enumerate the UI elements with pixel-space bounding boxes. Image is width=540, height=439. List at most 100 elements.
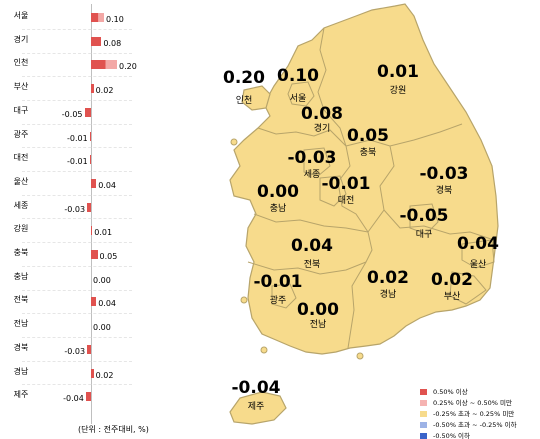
border-gyeonggi-gangwon: [317, 27, 347, 147]
map-region-name: 대전: [337, 196, 355, 206]
jeju-island: [229, 391, 287, 425]
legend-item: 0.50% 이상: [420, 387, 468, 397]
bar-region-label: 충남: [13, 271, 29, 281]
bar-region-label: 광주: [13, 129, 29, 139]
map-region-value: -0.03: [419, 164, 469, 184]
legend-swatch: [420, 422, 427, 428]
legend-item: 0.25% 이상 ~ 0.50% 미만: [420, 398, 512, 408]
bar-value-label: 0.10: [106, 15, 124, 24]
korea-map: [229, 3, 499, 425]
map-region-value: 0.08: [301, 104, 343, 124]
map-region-value: -0.01: [253, 272, 303, 292]
bar-region-label: 부산: [13, 82, 29, 92]
bar-region-label: 인천: [13, 58, 29, 68]
border-jeonbuk-south: [247, 261, 367, 275]
bar-row-divider: [22, 28, 132, 30]
bar-value-bar: [87, 344, 91, 354]
bar-value-bar: [87, 202, 91, 212]
bar-region-label: 경남: [13, 366, 29, 376]
map-region-value: 0.01: [377, 62, 419, 82]
bar-row-divider: [22, 147, 132, 149]
bar-region-label: 경기: [13, 34, 29, 44]
bar-region-label: 강원: [13, 224, 29, 234]
bar-region-label: 울산: [13, 176, 29, 186]
bar-region-label: 충북: [13, 248, 29, 257]
bar-value-label: -0.04: [63, 394, 84, 404]
map-region-value: -0.04: [231, 378, 281, 398]
map-region-name: 인천: [235, 96, 253, 106]
map-region-value: 0.04: [457, 234, 499, 254]
bar-value-label: 0.01: [94, 228, 113, 238]
bar-row-divider: [22, 289, 132, 291]
bar-row-divider: [22, 123, 132, 125]
map-panel: 0.20 인천 0.10 서울 0.01 강원 0.08 경기 0.05 충북 -0.03 세종 -0.…: [200, 0, 540, 439]
map-region-name: 경남: [379, 290, 397, 300]
map-region-value: 0.02: [367, 268, 409, 288]
map-region-name: 강원: [389, 86, 407, 96]
bar-value-label: -0.05: [61, 109, 83, 119]
legend-item: -0.25% 초과 ~ 0.25% 미만: [420, 409, 514, 419]
bar-value-bar: [89, 131, 91, 141]
map-region-name: 대구: [415, 230, 433, 240]
bar-row-divider: [22, 336, 132, 338]
bar-region-label: 전남: [13, 319, 29, 329]
legend-label: -0.50% 초과 ~ -0.25% 이하: [433, 421, 517, 429]
bar-value-bar: [91, 368, 94, 378]
legend-swatch: [420, 411, 427, 417]
bar-row-divider: [22, 384, 132, 386]
bar-value-bar: [91, 36, 102, 46]
bar-value-label: 0.20: [119, 62, 137, 72]
island-small: [260, 346, 268, 354]
bar-value-label: 0.02: [95, 370, 114, 380]
island-small: [356, 352, 364, 360]
legend-label: 0.25% 이상 ~ 0.50% 미만: [433, 399, 512, 407]
map-region-value: 0.10: [277, 66, 319, 86]
map-region-name: 서울: [289, 94, 307, 104]
border-ulsan: [461, 239, 495, 269]
bar-region-label: 전북: [13, 295, 29, 305]
border-chungbuk-west: [337, 145, 369, 233]
bar-value-bar: [91, 178, 97, 188]
border-gangwon-south: [345, 123, 463, 147]
map-region-value: 0.02: [431, 270, 473, 290]
legend-item: -0.50% 초과 ~ -0.25% 이하: [420, 420, 517, 430]
bar-value-bar: [89, 155, 91, 165]
border-chungnam-south: [253, 213, 369, 233]
map-region-value: 0.00: [297, 300, 339, 320]
bar-row-divider: [22, 76, 132, 78]
map-region-name: 제주: [247, 402, 265, 412]
bar-value-bar: [91, 84, 94, 94]
map-region-value: -0.01: [321, 174, 371, 194]
bar-row-divider: [22, 265, 132, 267]
bar-row-divider: [22, 99, 132, 101]
map-region-value: 0.20: [223, 68, 265, 88]
border-daejeon: [319, 175, 347, 207]
bar-value-label: 0.04: [98, 180, 116, 190]
legend-swatch: [420, 433, 427, 439]
bar-value-bar: [91, 13, 104, 22]
bar-chart-zero-axis: [91, 4, 92, 424]
bar-row-divider: [22, 218, 132, 220]
bar-value-label: 0.00: [93, 275, 111, 285]
map-region-value: 0.05: [347, 126, 389, 146]
bar-value-label: 0.02: [95, 86, 114, 96]
legend-label: 0.50% 이상: [433, 388, 468, 396]
bar-region-label: 제주: [13, 390, 29, 400]
border-sejong: [303, 147, 331, 177]
map-region-name: 경기: [313, 124, 331, 134]
bar-row-divider: [22, 313, 132, 315]
bar-value-bar: [91, 60, 117, 70]
bar-region-label: 세종: [13, 200, 29, 210]
map-region-name: 충남: [269, 204, 287, 214]
border-seoul: [287, 81, 315, 107]
bar-value-bar: [91, 250, 98, 259]
legend-label: -0.25% 초과 ~ 0.25% 미만: [433, 410, 515, 418]
bar-value-label: 0.08: [103, 38, 122, 48]
map-region-name: 세종: [303, 170, 321, 180]
map-region-name: 전남: [309, 320, 327, 330]
bar-region-label: 대전: [13, 153, 29, 163]
bar-region-label: 경북: [13, 342, 29, 352]
bar-value-bar: [84, 107, 91, 117]
incheon-island: [241, 85, 271, 111]
bar-value-label: 0.05: [99, 252, 118, 261]
